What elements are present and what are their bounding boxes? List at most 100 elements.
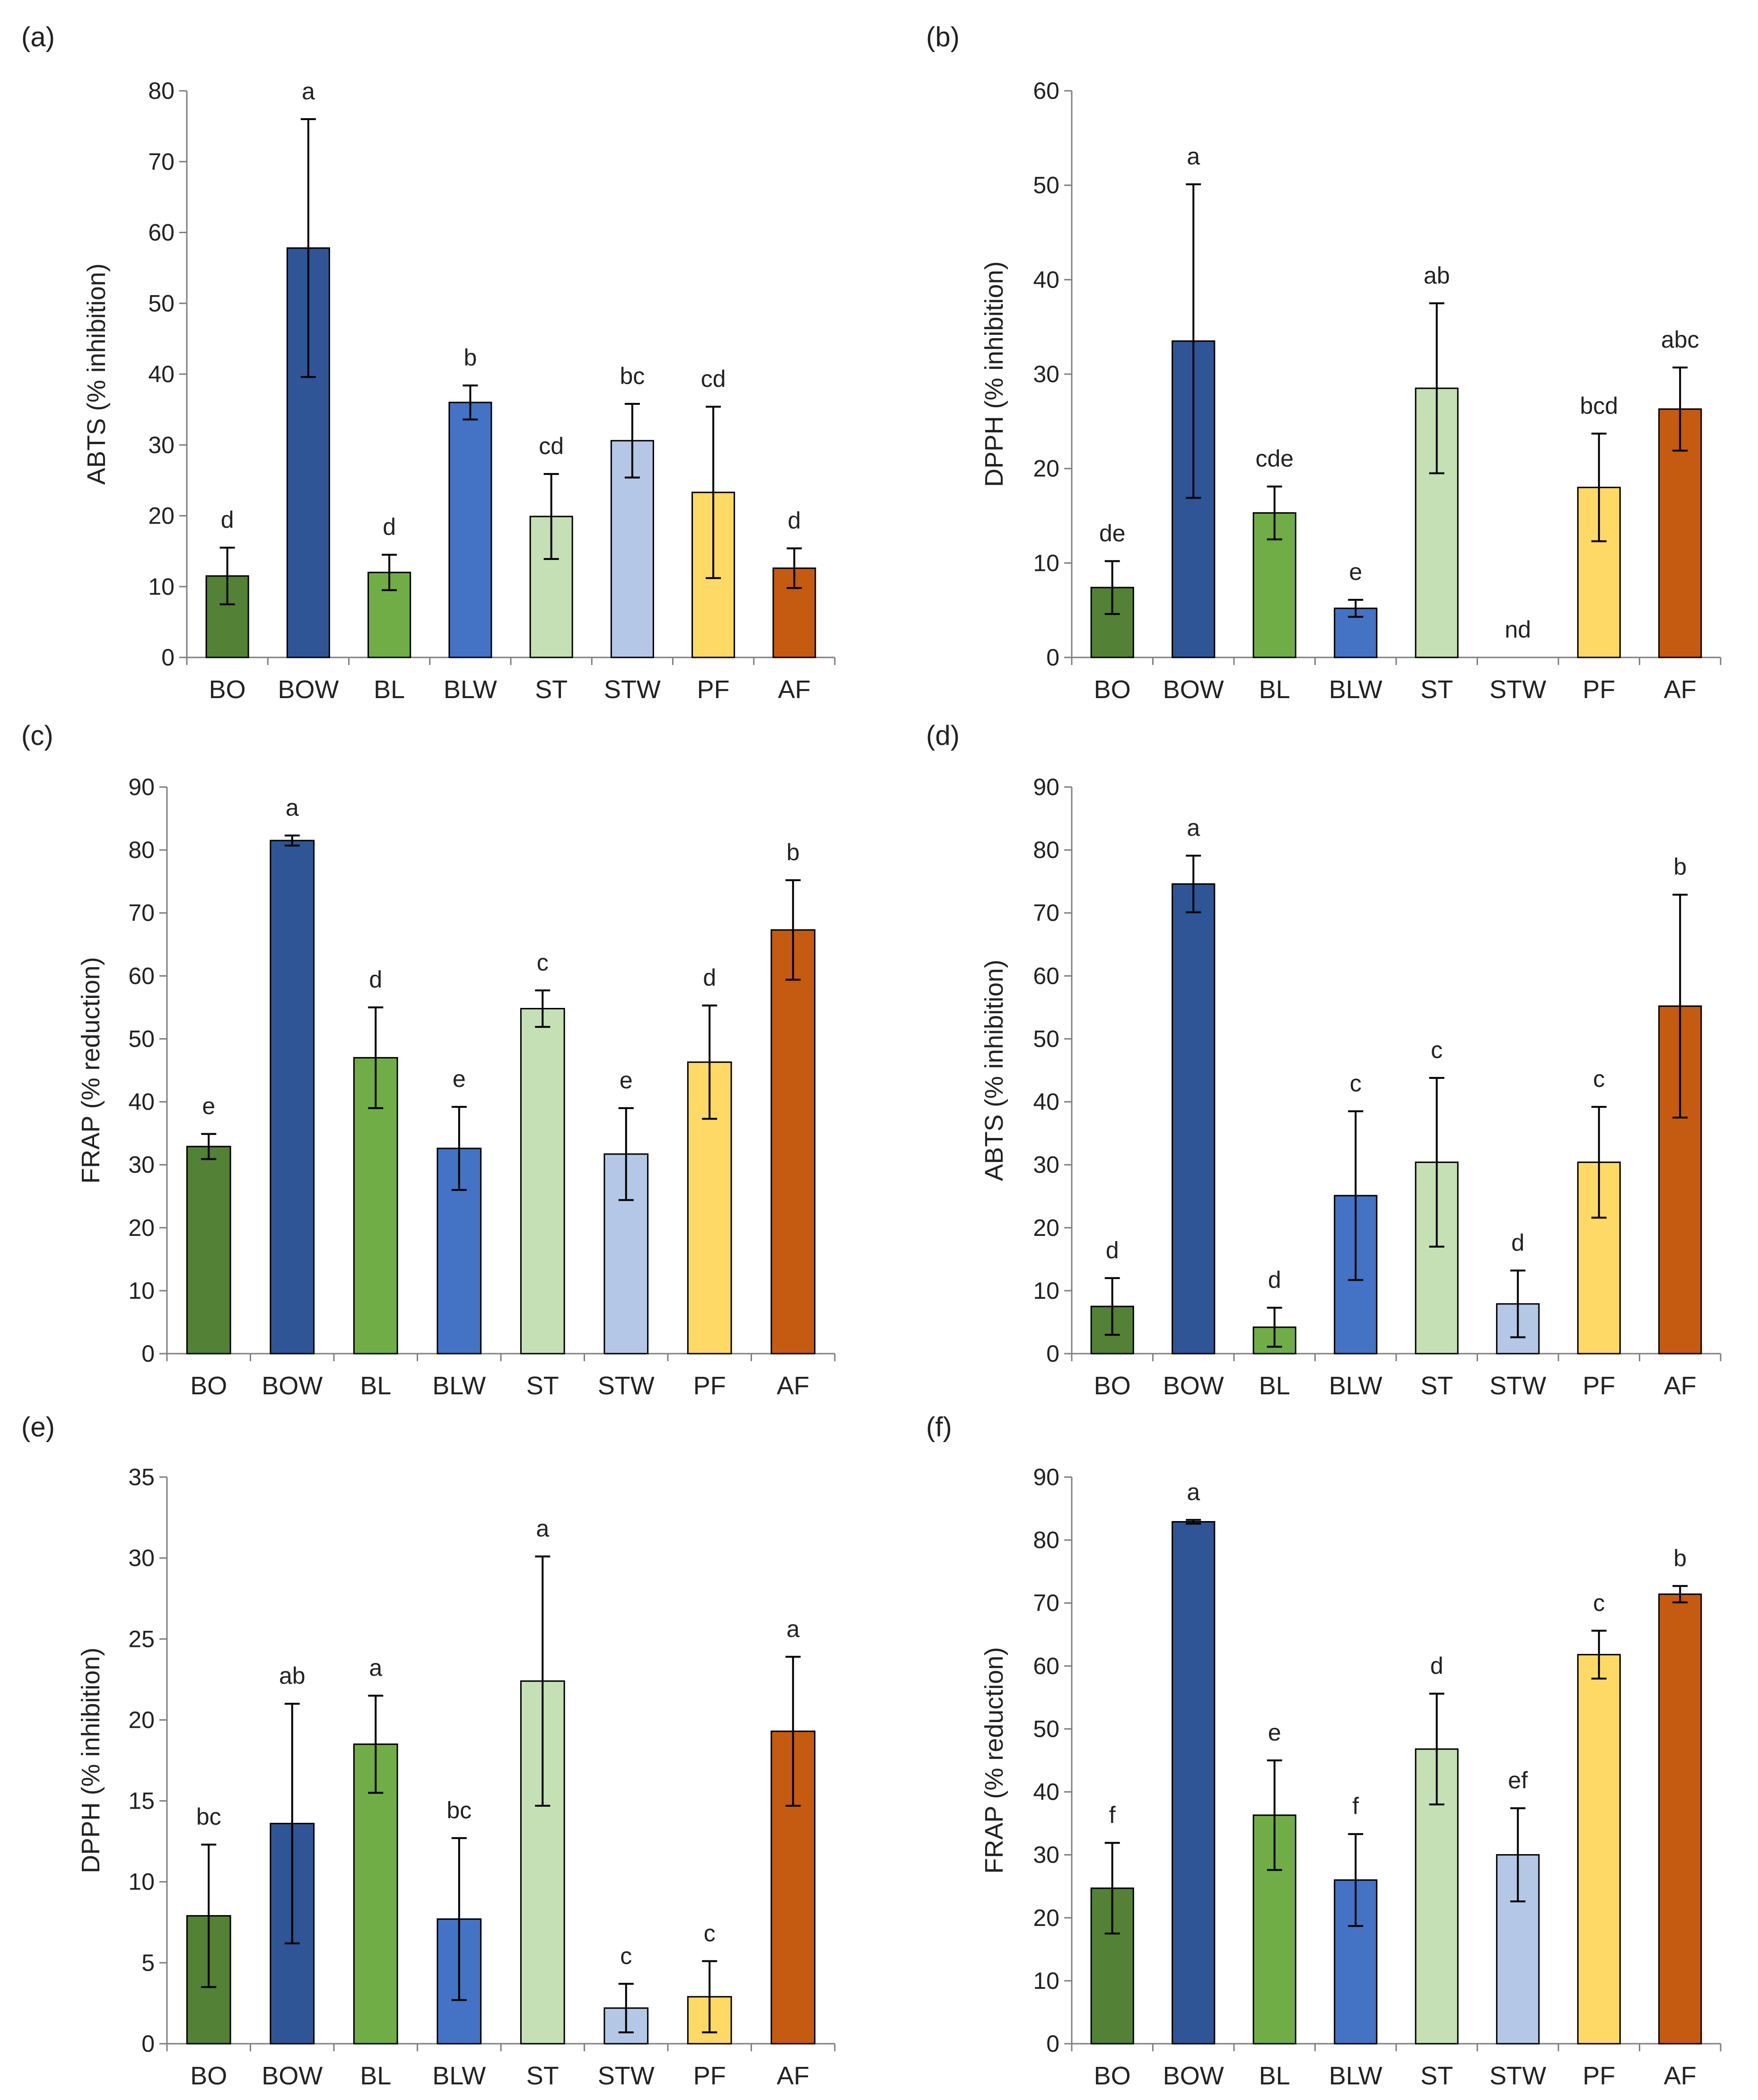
- y-tick-label: 70: [128, 900, 155, 926]
- x-category-label: BO: [1094, 675, 1131, 704]
- x-category-label: BL: [360, 2062, 391, 2090]
- x-category-label: BLW: [432, 2062, 486, 2090]
- x-category-label: BLW: [1329, 2062, 1382, 2090]
- y-tick-label: 60: [148, 219, 175, 246]
- x-category-label: PF: [1583, 675, 1615, 704]
- y-tick-label: 40: [1033, 1779, 1059, 1805]
- y-tick-label: 0: [141, 2030, 155, 2057]
- y-axis-title: ABTS (% inhibition): [82, 263, 111, 485]
- y-tick-label: 80: [1033, 1527, 1059, 1553]
- y-tick-label: 90: [1033, 1464, 1059, 1490]
- significance-letter: a: [1187, 1479, 1200, 1505]
- x-category-label: BL: [1259, 1372, 1290, 1400]
- bar-st: [520, 1008, 565, 1355]
- significance-letter: a: [286, 794, 299, 821]
- x-category-label: ST: [1420, 2062, 1453, 2090]
- significance-letter: de: [1099, 520, 1126, 546]
- significance-letter: b: [1673, 1545, 1687, 1571]
- y-tick-label: 10: [128, 1869, 155, 1895]
- significance-letter: d: [221, 507, 234, 533]
- chart-panel-4: (e) DPPH (% inhibition) 0 5 10 15 20 25 30 35 bc BO…: [21, 1412, 836, 2090]
- x-category-label: ST: [1420, 675, 1453, 704]
- y-tick-label: 25: [128, 1626, 155, 1652]
- bar-bo: [186, 1146, 231, 1355]
- significance-letter: d: [1268, 1267, 1281, 1293]
- chart-panel-1: (b) DPPH (% inhibition) 0 10 20 30 40 50 60 de BO a…: [926, 22, 1722, 704]
- x-category-label: PF: [1583, 1372, 1615, 1400]
- y-tick-label: 70: [1033, 900, 1059, 926]
- y-tick-label: 70: [1033, 1590, 1059, 1616]
- y-tick-label: 40: [128, 1089, 155, 1115]
- significance-letter: c: [1431, 1037, 1443, 1063]
- y-tick-label: 0: [161, 644, 175, 671]
- y-tick-label: 40: [1033, 1089, 1059, 1115]
- y-tick-label: 0: [1046, 1340, 1059, 1367]
- y-tick-label: 35: [128, 1464, 155, 1490]
- x-category-label: ST: [526, 2062, 559, 2090]
- bar-bow: [270, 840, 315, 1355]
- significance-letter: a: [1187, 814, 1200, 841]
- significance-letter: d: [703, 964, 716, 991]
- x-category-label: ST: [1420, 1372, 1453, 1400]
- x-category-label: BL: [374, 675, 405, 704]
- significance-letter: d: [1430, 1653, 1443, 1679]
- significance-letter: bcd: [1580, 393, 1618, 419]
- y-tick-label: 20: [1033, 1905, 1059, 1931]
- x-category-label: BL: [1259, 675, 1290, 704]
- y-tick-label: 60: [128, 962, 155, 989]
- significance-letter: b: [1673, 854, 1687, 880]
- y-tick-label: 5: [141, 1950, 155, 1976]
- y-tick-label: 30: [1033, 1152, 1059, 1178]
- x-category-label: BO: [1094, 2062, 1131, 2090]
- x-category-label: BOW: [262, 1372, 323, 1400]
- y-tick-label: 0: [141, 1340, 155, 1367]
- y-tick-label: 70: [148, 149, 175, 175]
- significance-letter: bc: [446, 1797, 472, 1823]
- significance-letter: d: [383, 514, 396, 540]
- significance-letter: f: [1352, 1793, 1359, 1820]
- y-axis-title: DPPH (% inhibition): [980, 261, 1008, 487]
- y-tick-label: 20: [128, 1215, 155, 1241]
- significance-letter: c: [620, 1942, 632, 1969]
- significance-letter: d: [1106, 1237, 1119, 1263]
- chart-panel-2: (c) FRAP (% reduction) 0 10 20 30 40 50 60 70 80 90…: [21, 720, 836, 1400]
- x-category-label: BLW: [432, 1372, 486, 1400]
- x-category-label: PF: [1583, 2062, 1615, 2090]
- significance-letter: b: [787, 839, 800, 866]
- bar-blw: [448, 402, 492, 658]
- y-tick-label: 40: [1033, 266, 1059, 293]
- y-tick-label: 50: [128, 1025, 155, 1052]
- significance-letter: a: [787, 1616, 800, 1642]
- x-category-label: STW: [598, 2062, 655, 2090]
- chart-panel-0: (a) ABTS (% inhibition) 0 10 20 30 40 50 60 70 80 d…: [21, 22, 836, 704]
- x-category-label: AF: [1664, 2062, 1697, 2090]
- significance-letter: e: [453, 1066, 466, 1092]
- significance-letter: c: [1350, 1070, 1362, 1097]
- significance-letter: e: [1268, 1719, 1281, 1746]
- significance-letter: cd: [701, 366, 726, 392]
- bar-bow: [1172, 1521, 1216, 2045]
- y-tick-label: 30: [1033, 1842, 1059, 1868]
- x-category-label: BO: [1094, 1372, 1131, 1400]
- x-category-label: STW: [1489, 675, 1546, 704]
- y-tick-label: 20: [1033, 1215, 1059, 1241]
- y-tick-label: 20: [148, 503, 175, 529]
- significance-letter: e: [1349, 559, 1362, 585]
- significance-letter: nd: [1504, 616, 1531, 643]
- x-category-label: BOW: [278, 675, 339, 704]
- y-tick-label: 50: [1033, 1715, 1059, 1742]
- y-tick-label: 60: [1033, 1653, 1059, 1679]
- panel-label: (c): [21, 720, 53, 751]
- significance-letter: a: [1187, 143, 1200, 170]
- panel-label: (f): [926, 1412, 952, 1443]
- significance-letter: cde: [1255, 446, 1294, 472]
- y-tick-label: 30: [1033, 361, 1059, 387]
- significance-letter: d: [1511, 1229, 1524, 1256]
- y-tick-label: 0: [1046, 644, 1059, 671]
- x-category-label: ST: [526, 1372, 559, 1400]
- x-category-label: AF: [1664, 675, 1697, 704]
- significance-letter: ef: [1508, 1767, 1528, 1794]
- x-category-label: STW: [604, 675, 661, 704]
- significance-letter: f: [1109, 1802, 1116, 1828]
